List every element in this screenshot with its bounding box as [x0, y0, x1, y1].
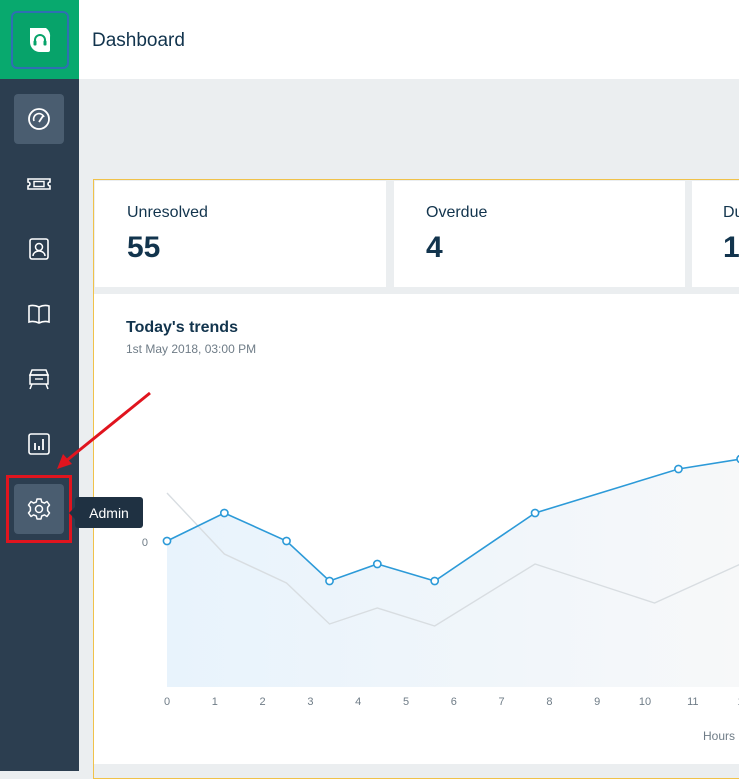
x-tick-label: 1	[212, 696, 218, 708]
data-point-5	[430, 576, 440, 586]
top-header: Dashboard	[79, 0, 739, 79]
ticket-icon	[27, 178, 51, 190]
card-value: 55	[127, 231, 161, 264]
card-value: 1	[723, 231, 739, 264]
x-tick-label: 11	[687, 696, 698, 708]
reports-chart-icon	[28, 433, 50, 455]
due-today-card[interactable]: Du 1	[692, 181, 739, 287]
x-tick-label: 5	[403, 696, 409, 708]
brand-header	[0, 0, 79, 79]
x-tick-label: 3	[307, 696, 313, 708]
x-tick-label: 4	[355, 696, 361, 708]
x-tick-label: 2	[260, 696, 266, 708]
trends-timestamp: 1st May 2018, 03:00 PM	[126, 342, 257, 356]
sidebar	[0, 0, 79, 771]
unresolved-card[interactable]: Unresolved 55	[95, 181, 386, 287]
admin-gear-icon	[27, 498, 51, 520]
x-tick-label: 0	[164, 696, 170, 708]
knowledge-base-book-icon	[28, 304, 50, 324]
overdue-card[interactable]: Overdue 4	[394, 181, 685, 287]
contacts-icon	[29, 238, 49, 260]
data-point-1	[219, 508, 229, 518]
card-label: Overdue	[426, 204, 488, 221]
x-tick-label: 10	[639, 696, 651, 708]
sidebar-item-analytics[interactable]	[14, 419, 64, 469]
sidebar-item-tickets[interactable]	[14, 159, 64, 209]
sidebar-item-contacts[interactable]	[14, 224, 64, 274]
card-value: 4	[426, 231, 443, 264]
series-line-1	[166, 492, 739, 627]
card-label: Unresolved	[127, 204, 208, 221]
sidebar-item-dashboard[interactable]	[14, 94, 64, 144]
data-point-7	[674, 464, 683, 474]
admin-tooltip: Admin	[69, 497, 143, 528]
sidebar-item-solutions[interactable]	[14, 289, 64, 339]
sidebar-item-forums[interactable]	[14, 354, 64, 404]
card-label: Du	[723, 204, 739, 221]
admin-highlight-box	[6, 475, 72, 543]
data-point-3	[325, 576, 334, 586]
freshdesk-logo-button[interactable]	[10, 10, 69, 69]
data-point-6	[530, 508, 540, 518]
data-point-4	[372, 559, 382, 569]
data-point-0	[162, 536, 172, 546]
dashboard-gauge-icon	[28, 108, 50, 130]
forums-icon	[28, 369, 50, 390]
x-tick-label: 1	[738, 696, 739, 708]
x-tick-label: 6	[451, 696, 457, 708]
sidebar-item-admin[interactable]	[14, 484, 64, 534]
series-area	[167, 459, 739, 687]
x-tick-label: 8	[546, 696, 552, 708]
x-tick-label: 7	[499, 696, 505, 708]
y-tick-label: 0	[142, 537, 148, 549]
x-axis-label: Hours	[703, 729, 735, 743]
headset-logo-icon	[29, 27, 50, 52]
trends-title: Today's trends	[126, 319, 238, 336]
x-tick-label: 9	[594, 696, 600, 708]
data-point-2	[282, 536, 291, 546]
page-title: Dashboard	[92, 30, 185, 51]
